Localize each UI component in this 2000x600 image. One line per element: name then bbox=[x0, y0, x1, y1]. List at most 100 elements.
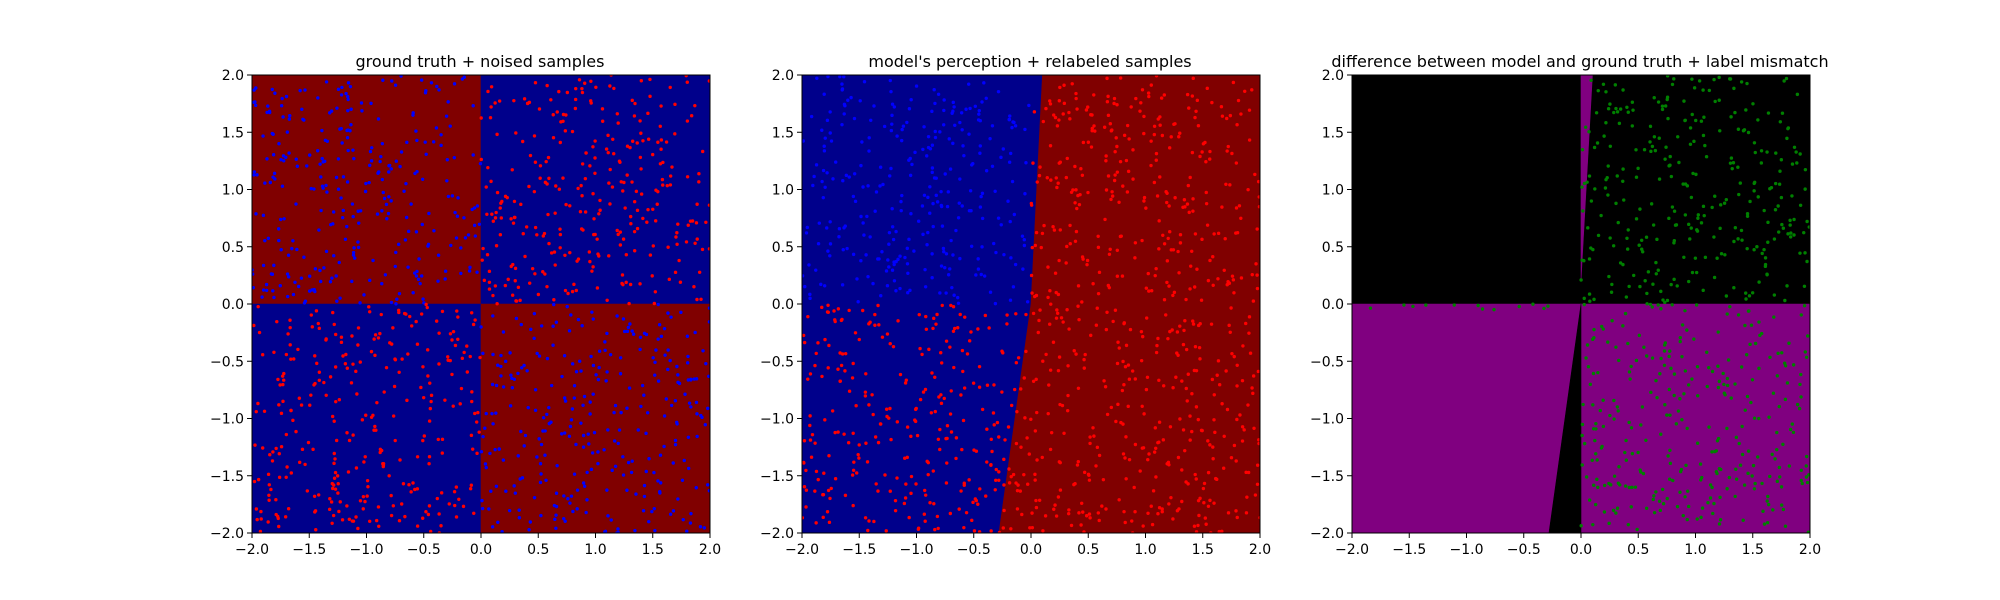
sample-point bbox=[284, 432, 289, 437]
sample-point bbox=[469, 483, 474, 487]
sample-point bbox=[314, 309, 319, 313]
sample-point bbox=[1608, 144, 1613, 148]
sample-point bbox=[286, 275, 291, 279]
sample-point bbox=[861, 308, 865, 313]
sample-point bbox=[1030, 291, 1034, 295]
sample-point bbox=[1151, 489, 1156, 493]
sample-point bbox=[281, 399, 285, 404]
sample-point bbox=[876, 303, 880, 308]
sample-point bbox=[499, 216, 504, 220]
sample-point bbox=[346, 97, 350, 102]
sample-point bbox=[415, 455, 420, 459]
sample-point bbox=[477, 430, 481, 434]
sample-point bbox=[994, 478, 998, 482]
sample-point bbox=[1026, 482, 1030, 486]
sample-point bbox=[893, 508, 898, 513]
sample-point bbox=[1062, 431, 1066, 436]
sample-point bbox=[1645, 302, 1649, 306]
sample-point bbox=[598, 198, 602, 203]
sample-point bbox=[339, 93, 344, 97]
sample-point bbox=[888, 406, 892, 411]
sample-point bbox=[495, 302, 499, 306]
sample-point bbox=[274, 498, 278, 502]
sample-point bbox=[317, 326, 321, 331]
sample-point bbox=[808, 296, 812, 301]
sample-point bbox=[1606, 193, 1610, 197]
sample-point bbox=[437, 362, 441, 366]
sample-point bbox=[574, 86, 578, 91]
sample-point bbox=[1642, 148, 1647, 152]
sample-point bbox=[1618, 107, 1623, 111]
sample-point bbox=[682, 458, 686, 463]
sample-point bbox=[1780, 111, 1785, 115]
sample-point bbox=[1657, 177, 1662, 181]
sample-point bbox=[826, 310, 830, 314]
sample-point bbox=[940, 303, 944, 308]
sample-point bbox=[1651, 223, 1656, 227]
sample-point bbox=[992, 383, 996, 387]
sample-point bbox=[1118, 76, 1123, 80]
sample-point bbox=[366, 484, 370, 489]
sample-point bbox=[332, 419, 336, 423]
panel-title: model's perception + relabeled samples bbox=[868, 52, 1191, 71]
sample-point bbox=[509, 373, 513, 377]
sample-point bbox=[1638, 207, 1642, 211]
sample-point bbox=[1748, 342, 1752, 347]
sample-point bbox=[1007, 467, 1011, 471]
sample-point bbox=[1030, 511, 1034, 515]
sample-point bbox=[1167, 146, 1172, 150]
sample-point bbox=[311, 447, 315, 452]
sample-point bbox=[374, 518, 379, 523]
sample-point bbox=[580, 324, 584, 328]
sample-point bbox=[1152, 180, 1157, 185]
sample-point bbox=[885, 332, 890, 336]
sample-point bbox=[1216, 277, 1220, 281]
sample-point bbox=[1124, 435, 1128, 439]
sample-point bbox=[838, 379, 843, 383]
sample-point bbox=[1746, 449, 1751, 453]
sample-point bbox=[1663, 300, 1667, 305]
sample-point bbox=[581, 481, 586, 485]
sample-point bbox=[829, 139, 834, 143]
sample-point bbox=[1691, 171, 1695, 176]
sample-point bbox=[1672, 77, 1676, 81]
sample-point bbox=[612, 152, 616, 156]
sample-point bbox=[405, 398, 409, 403]
sample-point bbox=[1215, 373, 1219, 377]
sample-point bbox=[910, 162, 914, 167]
sample-point bbox=[889, 166, 893, 171]
sample-point bbox=[1705, 350, 1709, 355]
sample-point bbox=[970, 518, 974, 523]
sample-point bbox=[1804, 475, 1809, 479]
sample-point bbox=[1106, 283, 1111, 288]
sample-point bbox=[427, 419, 432, 423]
sample-point bbox=[322, 380, 326, 385]
y-tick-label: 0.5 bbox=[1322, 240, 1344, 256]
sample-point bbox=[1759, 331, 1764, 336]
sample-point bbox=[481, 246, 485, 251]
sample-point bbox=[650, 152, 655, 157]
x-tick-label: 1.5 bbox=[1742, 542, 1764, 558]
sample-point bbox=[1804, 464, 1808, 468]
sample-point bbox=[604, 379, 608, 383]
sample-point bbox=[1673, 223, 1678, 227]
sample-point bbox=[934, 322, 938, 326]
sample-point bbox=[1750, 291, 1755, 295]
sample-point bbox=[629, 222, 633, 226]
sample-point bbox=[352, 156, 356, 161]
sample-point bbox=[332, 322, 336, 327]
sample-point bbox=[332, 476, 337, 480]
sample-point bbox=[1652, 510, 1657, 515]
sample-point bbox=[622, 329, 627, 334]
sample-point bbox=[1721, 371, 1725, 376]
sample-point bbox=[253, 443, 257, 447]
sample-point bbox=[1775, 430, 1779, 435]
sample-point bbox=[625, 488, 629, 492]
sample-point bbox=[1595, 141, 1600, 145]
sample-point bbox=[373, 424, 377, 429]
sample-point bbox=[861, 221, 865, 225]
sample-point bbox=[565, 90, 570, 95]
sample-point bbox=[367, 305, 371, 309]
sample-point bbox=[958, 177, 962, 181]
sample-point bbox=[1187, 106, 1191, 110]
